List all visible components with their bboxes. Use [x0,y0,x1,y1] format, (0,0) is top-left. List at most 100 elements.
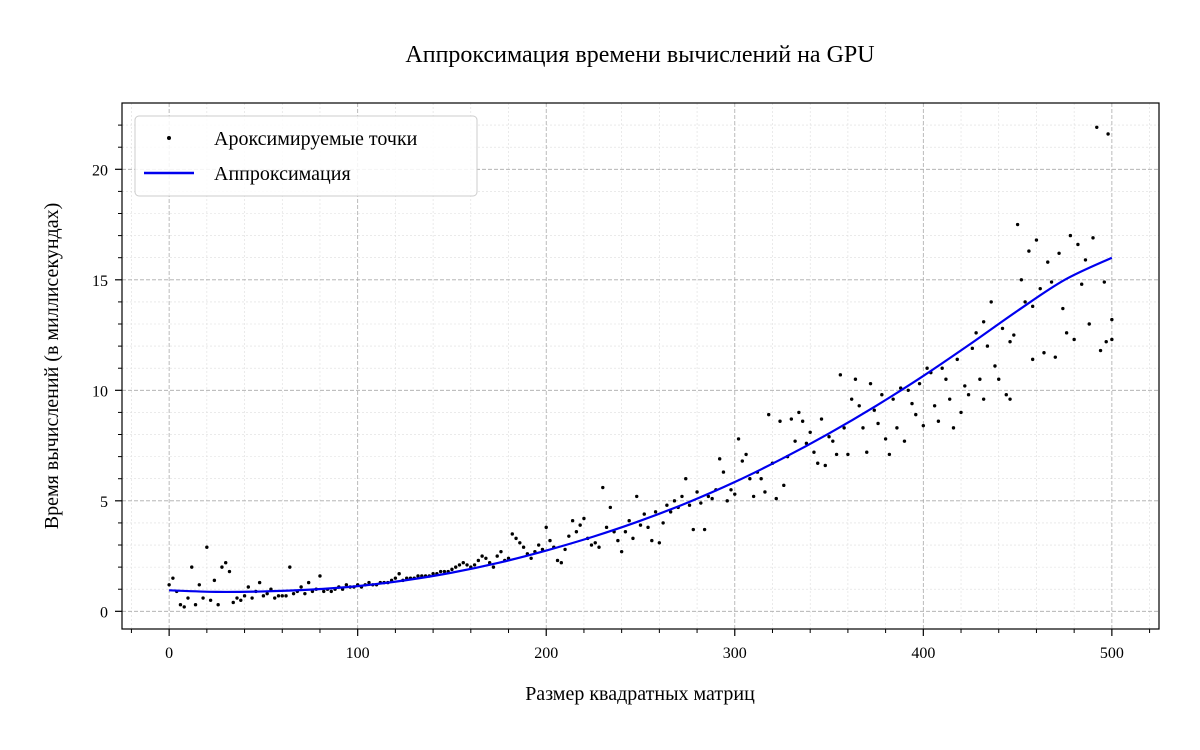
scatter-point [597,545,601,549]
scatter-point [457,563,462,567]
scatter-point [322,589,326,594]
scatter-point [865,450,869,454]
scatter-point [480,554,484,558]
scatter-point [318,574,322,578]
scatter-point [555,558,560,563]
scatter-point [1012,333,1016,337]
scatter-point [261,594,266,598]
scatter-point [1046,260,1050,264]
scatter-point [699,501,703,505]
scatter-point [567,534,571,538]
scatter-point [763,490,767,494]
chart-title: Аппроксимация времени вычислений на GPU [405,42,874,68]
scatter-point [974,331,978,335]
scatter-point [993,364,997,368]
scatter-point [997,377,1001,381]
scatter-point [1064,331,1069,335]
scatter-point [1030,357,1035,362]
scatter-point [265,591,269,596]
scatter-point [397,572,401,576]
plot-frame [121,102,1160,630]
scatter-point [849,397,854,401]
scatter-point [955,357,959,362]
scatter-point [220,565,224,569]
scatter-point [751,494,756,499]
scatter-point [748,477,752,481]
scatter-point [521,545,526,549]
scatter-point [178,602,183,607]
scatter-point [1068,233,1073,238]
scatter-point [563,547,567,552]
scatter-point [193,602,198,607]
scatter-point [989,300,993,304]
scatter-series [167,125,1114,609]
scatter-point [1083,258,1088,262]
scatter-point [484,556,488,560]
scatter-point [808,430,812,435]
scatter-point [819,417,824,421]
y-tick-label: 5 [100,494,108,511]
scatter-point [438,569,443,574]
scatter-point [963,384,967,388]
scatter-point [246,585,251,589]
scatter-point [800,419,805,423]
scatter-point [846,452,850,457]
scatter-point [582,516,586,521]
scatter-point [857,404,861,408]
x-tick-label: 100 [346,645,370,662]
fit-line-series [169,256,1113,594]
scatter-point [642,512,646,516]
scatter-point [970,346,975,351]
scatter-point [729,488,733,492]
scatter-point [823,463,827,468]
legend-scatter-marker [167,136,171,140]
scatter-point [627,519,631,523]
scatter-point [208,598,213,602]
scatter-point [476,558,481,563]
scatter-point [680,494,684,499]
scatter-point [242,594,247,598]
scatter-point [578,523,582,527]
scatter-point [940,366,944,370]
scatter-point [1019,278,1024,282]
scatter-point [880,393,884,397]
scatter-point [224,560,228,565]
scatter-point [838,373,843,377]
scatter-point [1034,238,1039,242]
scatter-point [182,605,186,609]
y-tick-label: 0 [100,604,108,621]
scatter-point [936,419,941,423]
scatter-point [883,437,888,441]
scatter-point [812,450,816,454]
scatter-point [657,541,662,545]
scatter-point [306,580,311,585]
scatter-point [171,576,175,580]
scatter-point [1061,306,1065,311]
scatter-point [925,366,929,370]
scatter-point [1098,348,1103,353]
scatter-point [344,583,349,587]
scatter-point [593,541,597,545]
x-tick-label: 300 [723,645,747,662]
legend-box [134,115,478,197]
scatter-point [574,530,579,534]
scatter-point [985,344,990,348]
scatter-point [827,435,831,439]
scatter-point [548,538,552,543]
scatter-point [608,505,613,510]
scatter-point [631,536,635,541]
scatter-point [288,565,292,569]
scatter-point [887,452,892,457]
x-tick-label: 0 [165,645,173,662]
scatter-point [944,377,948,381]
scatter-point [570,519,575,523]
scatter-point [702,527,707,532]
scatter-point [616,538,620,543]
x-tick-label: 400 [911,645,935,662]
scatter-point [1087,322,1091,326]
scatter-point [280,594,284,598]
scatter-point [725,499,729,503]
scatter-point [932,404,937,408]
scatter-point [518,541,522,545]
